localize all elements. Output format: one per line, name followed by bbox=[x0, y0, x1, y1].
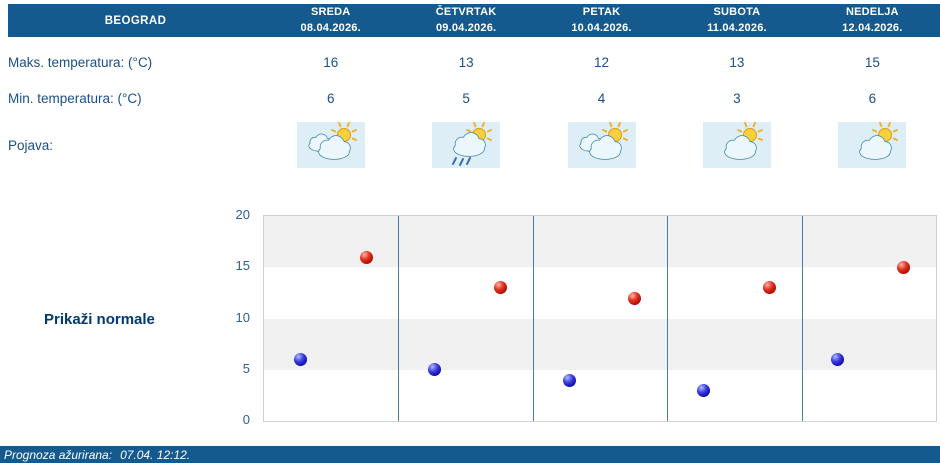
update-label: Prognoza ažurirana: bbox=[4, 447, 113, 462]
day-date: 08.04.2026. bbox=[300, 21, 361, 34]
sun-behind-clouds-icon bbox=[567, 122, 636, 168]
y-axis-tick-label: 0 bbox=[242, 412, 250, 427]
y-axis-tick-label: 10 bbox=[235, 309, 250, 325]
chart-band bbox=[264, 318, 936, 370]
min-temp-point-2 bbox=[428, 363, 442, 377]
max-temp-point-5 bbox=[897, 260, 911, 274]
temperature-chart-plot bbox=[263, 215, 937, 422]
day-name: ČETVRTAK bbox=[435, 6, 497, 19]
max-temp-value-2: 13 bbox=[458, 54, 474, 70]
header-day-2: ČETVRTAK 09.04.2026. bbox=[398, 4, 533, 37]
max-temperature-label: Maks. temperatura: (°C) bbox=[8, 54, 153, 70]
max-temp-value-1: 16 bbox=[323, 54, 339, 70]
max-temp-point-2 bbox=[494, 281, 508, 295]
y-axis-tick-label: 15 bbox=[235, 258, 250, 274]
min-temp-point-3 bbox=[562, 373, 576, 387]
header-days: SREDA 08.04.2026. ČETVRTAK 09.04.2026. PETAK… bbox=[263, 4, 940, 37]
show-normals-button[interactable]: Prikaži normale bbox=[44, 311, 155, 328]
phenomena-cell-4 bbox=[669, 120, 804, 170]
max-temp-value-5: 15 bbox=[864, 54, 880, 70]
min-temp-value-2: 5 bbox=[462, 90, 470, 106]
y-axis-tick-label: 20 bbox=[235, 207, 250, 222]
max-temperature-values: 16 13 12 13 15 bbox=[263, 50, 940, 74]
day-separator-line bbox=[667, 216, 669, 421]
sun-behind-clouds-icon bbox=[296, 122, 365, 168]
sun-cloud-rain-icon bbox=[432, 122, 501, 168]
min-temperature-label: Min. temperatura: (°C) bbox=[8, 90, 142, 106]
phenomena-icons bbox=[263, 120, 940, 170]
phenomena-cell-5 bbox=[805, 120, 940, 170]
phenomena-cell-3 bbox=[534, 120, 669, 170]
min-temperature-values: 6 5 4 3 6 bbox=[263, 86, 940, 110]
sun-behind-cloud-icon bbox=[838, 122, 907, 168]
chart-band bbox=[264, 267, 936, 319]
min-temperature-row: Min. temperatura: (°C) 6 5 4 3 6 bbox=[8, 86, 940, 110]
day-name: SREDA bbox=[310, 6, 351, 19]
max-temp-point-1 bbox=[359, 250, 373, 264]
city-name: BEOGRAD bbox=[104, 14, 167, 27]
day-date: 11.04.2026. bbox=[707, 21, 767, 34]
header-day-4: SUBOTA 11.04.2026. bbox=[669, 4, 804, 37]
max-temp-value-3: 12 bbox=[594, 54, 610, 70]
day-name: PETAK bbox=[582, 6, 621, 19]
min-temp-value-1: 6 bbox=[326, 90, 335, 106]
phenomena-label: Pojava: bbox=[8, 137, 54, 153]
sun-behind-cloud-icon bbox=[702, 122, 771, 168]
max-temp-point-4 bbox=[762, 281, 776, 295]
forecast-header: BEOGRAD SREDA 08.04.2026. ČETVRTAK 09.04.20… bbox=[8, 4, 940, 37]
min-temp-value-4: 3 bbox=[733, 90, 741, 106]
max-temp-point-3 bbox=[628, 291, 642, 305]
max-temperature-row: Maks. temperatura: (°C) 16 13 12 13 15 bbox=[8, 50, 940, 74]
y-axis-tick-label: 5 bbox=[242, 360, 250, 376]
day-date: 10.04.2026. bbox=[571, 21, 632, 34]
chart-band bbox=[264, 216, 936, 268]
header-day-5: NEDELJA 12.04.2026. bbox=[805, 4, 940, 37]
day-separator-line bbox=[398, 216, 400, 421]
weather-phenomena-row: Pojava: bbox=[8, 120, 940, 170]
min-temp-value-3: 4 bbox=[597, 90, 606, 106]
header-day-1: SREDA 08.04.2026. bbox=[263, 4, 398, 37]
day-name: NEDELJA bbox=[845, 6, 899, 19]
day-separator-line bbox=[801, 216, 803, 421]
min-temp-point-1 bbox=[293, 353, 307, 366]
day-separator-line bbox=[532, 216, 534, 421]
header-day-3: PETAK 10.04.2026. bbox=[534, 4, 669, 37]
chart-y-axis: 0 5 10 15 20 bbox=[0, 207, 256, 427]
min-temp-value-5: 6 bbox=[868, 90, 877, 106]
chart-band bbox=[264, 369, 936, 421]
max-temp-value-4: 13 bbox=[729, 54, 745, 70]
update-timestamp: 07.04. 12:12. bbox=[120, 447, 191, 462]
day-name: SUBOTA bbox=[713, 6, 761, 19]
min-temp-point-4 bbox=[696, 383, 710, 397]
min-temp-point-5 bbox=[831, 353, 845, 366]
day-date: 12.04.2026. bbox=[842, 21, 903, 34]
phenomena-cell-2 bbox=[398, 120, 533, 170]
phenomena-cell-1 bbox=[263, 120, 398, 170]
footer-status-bar: Prognoza ažurirana: 07.04. 12:12. bbox=[0, 446, 940, 463]
day-date: 09.04.2026. bbox=[435, 21, 497, 34]
